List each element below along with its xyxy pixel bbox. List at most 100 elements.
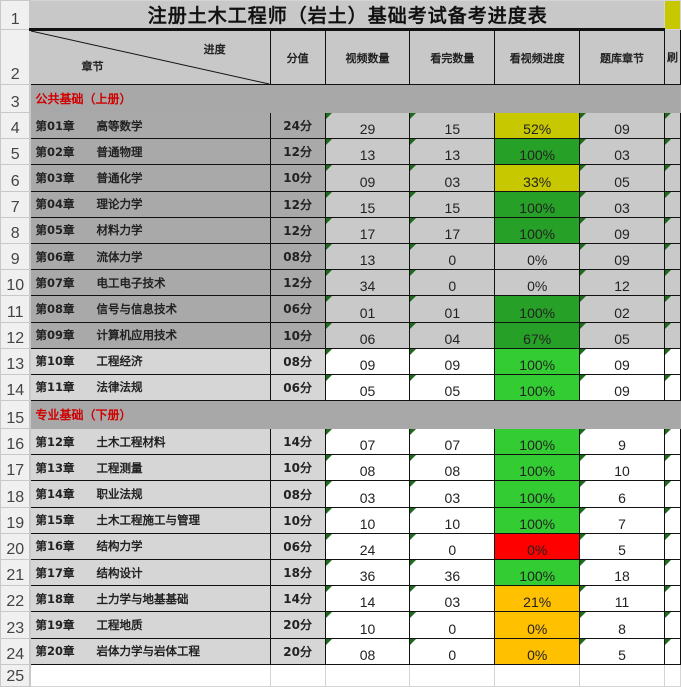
bank-chapter-cell[interactable]: 02 [579,295,665,323]
row-header[interactable]: 11 [0,295,32,323]
header-video-count[interactable]: 视频数量 [324,29,411,85]
bank-chapter-cell[interactable]: 10 [579,454,665,482]
video-count-cell[interactable]: 10 [324,611,411,639]
chapter-cell[interactable]: 第17章 结构设计 [29,558,271,587]
cell[interactable] [663,585,681,613]
chapter-cell[interactable]: 第11章 法律法规 [29,373,271,402]
cell[interactable] [663,558,681,587]
score-cell[interactable]: 10分 [269,454,326,482]
video-progress-cell[interactable]: 100% [494,216,581,244]
bank-chapter-cell[interactable]: 5 [579,637,665,665]
score-cell[interactable]: 06分 [269,295,326,323]
chapter-cell[interactable]: 第07章 电工电子技术 [29,269,271,297]
video-count-cell[interactable]: 08 [324,637,411,665]
score-cell[interactable]: 12分 [269,269,326,297]
video-count-cell[interactable]: 13 [324,138,411,166]
chapter-cell[interactable]: 第19章 工程地质 [29,611,271,639]
bank-chapter-cell[interactable]: 09 [579,111,665,140]
video-progress-cell[interactable]: 100% [494,480,581,508]
row-header[interactable]: 5 [0,138,32,166]
watched-count-cell[interactable]: 07 [409,428,496,456]
watched-count-cell[interactable]: 03 [409,164,496,192]
bank-chapter-cell[interactable]: 03 [579,190,665,218]
score-cell[interactable]: 24分 [269,111,326,140]
bank-chapter-cell[interactable]: 9 [579,428,665,456]
chapter-cell[interactable]: 第15章 土木工程施工与管理 [29,506,271,534]
video-progress-cell[interactable]: 67% [494,321,581,349]
chapter-cell[interactable]: 第20章 岩体力学与岩体工程 [29,637,271,665]
row-header[interactable]: 7 [0,190,32,218]
cell[interactable] [663,347,681,375]
video-progress-cell[interactable]: 100% [494,373,581,402]
row-header[interactable]: 15 [0,400,32,430]
cell[interactable] [663,0,681,30]
header-score[interactable]: 分值 [269,29,326,85]
video-count-cell[interactable]: 07 [324,428,411,456]
chapter-cell[interactable]: 第16章 结构力学 [29,532,271,561]
bank-chapter-cell[interactable]: 12 [579,269,665,297]
score-cell[interactable]: 10分 [269,506,326,534]
score-cell[interactable]: 08分 [269,242,326,271]
video-count-cell[interactable]: 08 [324,454,411,482]
row-header[interactable]: 3 [0,84,32,113]
video-progress-cell[interactable]: 0% [494,532,581,561]
watched-count-cell[interactable]: 01 [409,295,496,323]
video-progress-cell[interactable]: 100% [494,190,581,218]
watched-count-cell[interactable]: 13 [409,138,496,166]
video-progress-cell[interactable]: 0% [494,611,581,639]
cell[interactable] [663,454,681,482]
cell[interactable] [663,138,681,166]
row-header[interactable]: 6 [0,164,32,192]
chapter-cell[interactable]: 第18章 土力学与地基基础 [29,585,271,613]
watched-count-cell[interactable]: 0 [409,611,496,639]
bank-chapter-cell[interactable]: 7 [579,506,665,534]
cell[interactable] [29,663,271,687]
bank-chapter-cell[interactable]: 5 [579,532,665,561]
video-count-cell[interactable]: 01 [324,295,411,323]
video-progress-cell[interactable]: 0% [494,242,581,271]
cell[interactable] [324,663,411,687]
score-cell[interactable]: 10分 [269,164,326,192]
header-watched-count[interactable]: 看完数量 [409,29,496,85]
row-header[interactable]: 23 [0,611,32,639]
row-header[interactable]: 22 [0,585,32,613]
bank-chapter-cell[interactable]: 11 [579,585,665,613]
cell[interactable] [579,663,665,687]
video-count-cell[interactable]: 29 [324,111,411,140]
watched-count-cell[interactable]: 36 [409,558,496,587]
score-cell[interactable]: 12分 [269,216,326,244]
score-cell[interactable]: 14分 [269,428,326,456]
cell[interactable] [663,506,681,534]
cell[interactable] [494,663,581,687]
chapter-cell[interactable]: 第04章 理论力学 [29,190,271,218]
chapter-cell[interactable]: 第13章 工程测量 [29,454,271,482]
row-header[interactable]: 21 [0,558,32,587]
row-header[interactable]: 9 [0,242,32,271]
score-cell[interactable]: 14分 [269,585,326,613]
video-progress-cell[interactable]: 52% [494,111,581,140]
chapter-cell[interactable]: 第12章 土木工程材料 [29,428,271,456]
watched-count-cell[interactable]: 09 [409,347,496,375]
score-cell[interactable]: 08分 [269,480,326,508]
cell[interactable] [663,164,681,192]
video-count-cell[interactable]: 09 [324,164,411,192]
cell[interactable] [663,216,681,244]
watched-count-cell[interactable]: 17 [409,216,496,244]
watched-count-cell[interactable]: 0 [409,637,496,665]
cell[interactable] [663,637,681,665]
chapter-cell[interactable]: 第02章 普通物理 [29,138,271,166]
watched-count-cell[interactable]: 03 [409,480,496,508]
video-progress-cell[interactable]: 33% [494,164,581,192]
cell[interactable] [663,269,681,297]
row-header[interactable]: 17 [0,454,32,482]
video-progress-cell[interactable]: 100% [494,454,581,482]
cell[interactable] [663,321,681,349]
watched-count-cell[interactable]: 15 [409,190,496,218]
cell[interactable] [663,663,681,687]
row-header[interactable]: 1 [0,0,32,30]
video-progress-cell[interactable]: 100% [494,347,581,375]
chapter-cell[interactable]: 第06章 流体力学 [29,242,271,271]
chapter-cell[interactable]: 第01章 高等数学 [29,111,271,140]
cell[interactable] [663,111,681,140]
cell[interactable] [269,663,326,687]
